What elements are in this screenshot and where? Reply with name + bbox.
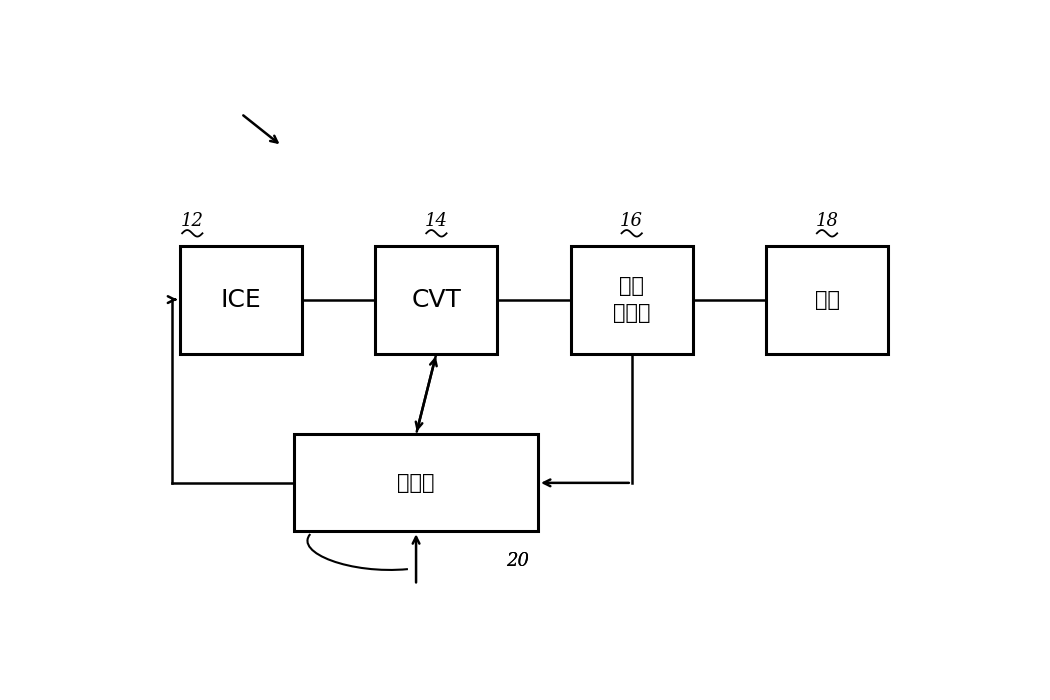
- Text: 车轮: 车轮: [815, 290, 840, 309]
- Text: ICE: ICE: [220, 288, 261, 312]
- Text: 16: 16: [621, 212, 644, 230]
- Text: 12: 12: [181, 212, 204, 230]
- Text: 18: 18: [816, 212, 839, 230]
- Text: 14: 14: [425, 212, 448, 230]
- Text: 20: 20: [506, 552, 529, 570]
- Text: 最终
驱动器: 最终 驱动器: [613, 276, 650, 323]
- Text: CVT: CVT: [412, 288, 461, 312]
- Bar: [181, 246, 302, 354]
- Bar: [571, 246, 693, 354]
- Text: 20: 20: [506, 552, 529, 570]
- Bar: [376, 246, 498, 354]
- Bar: [766, 246, 888, 354]
- Text: 控制器: 控制器: [397, 473, 435, 493]
- Bar: [294, 434, 538, 531]
